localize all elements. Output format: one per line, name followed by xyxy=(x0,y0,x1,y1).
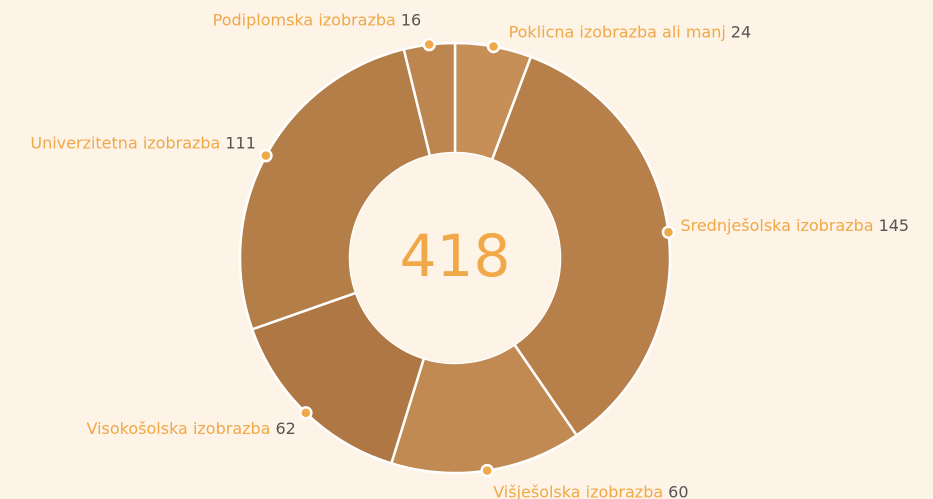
segment-value: 16 xyxy=(401,10,421,29)
donut-hole xyxy=(350,153,560,363)
segment-value: 60 xyxy=(668,482,688,499)
segment-label: Univerzitetna izobrazba 111 xyxy=(30,133,256,152)
category-name: Univerzitetna izobrazba xyxy=(30,133,220,152)
segment-value: 111 xyxy=(225,133,256,152)
category-name: Podiplomska izobrazba xyxy=(213,10,396,29)
label-dot xyxy=(480,463,494,478)
label-dot xyxy=(661,225,676,239)
label-dot xyxy=(259,148,273,163)
category-name: Visokošolska izobrazba xyxy=(87,418,271,437)
segment-value: 62 xyxy=(275,418,295,437)
category-name: Poklicna izobrazba ali manj xyxy=(509,22,726,41)
segment-label: Podiplomska izobrazba 16 xyxy=(213,10,422,29)
segment-value: 24 xyxy=(731,22,751,41)
category-name: Srednješolska izobrazba xyxy=(680,216,873,235)
label-dot xyxy=(422,37,436,52)
segment-label: Poklicna izobrazba ali manj 24 xyxy=(509,22,752,41)
segment-label: Visokošolska izobrazba 62 xyxy=(87,418,296,437)
segment-value: 145 xyxy=(879,216,910,235)
segment-label: Srednješolska izobrazba 145 xyxy=(680,216,909,235)
category-name: Višješolska izobrazba xyxy=(493,482,663,499)
total: 418 xyxy=(400,222,511,290)
segment-label: Višješolska izobrazba 60 xyxy=(493,482,688,499)
label-dot xyxy=(486,39,501,54)
label-dot xyxy=(299,406,313,420)
